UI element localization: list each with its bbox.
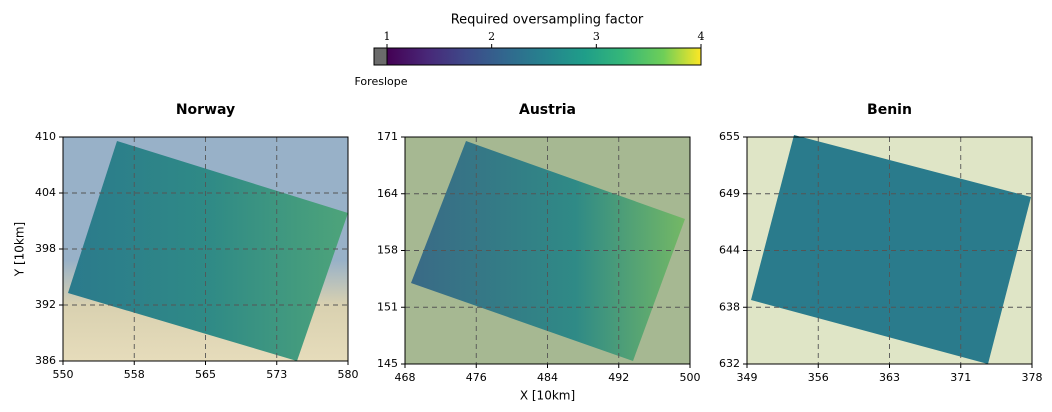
x-axis-label: X [10km] [520, 389, 575, 403]
y-tick-label: 151 [377, 300, 398, 313]
x-tick-label: 573 [266, 368, 287, 381]
x-tick-label: 500 [680, 371, 701, 384]
colorbar-tick-label: 4 [698, 30, 705, 43]
y-tick-label: 171 [377, 130, 398, 143]
y-tick-label: 632 [719, 357, 740, 370]
x-tick-label: 476 [466, 371, 487, 384]
x-tick-label: 468 [395, 371, 416, 384]
y-tick-label: 392 [35, 298, 56, 311]
y-tick-label: 644 [719, 244, 740, 257]
x-tick-label: 378 [1022, 371, 1043, 384]
y-tick-label: 145 [377, 357, 398, 370]
x-tick-label: 363 [879, 371, 900, 384]
x-tick-label: 356 [808, 371, 829, 384]
y-tick-label: 404 [35, 186, 56, 199]
colorbar-tick-label: 3 [593, 30, 600, 43]
foreslope-swatch [374, 48, 387, 65]
x-tick-label: 580 [338, 368, 359, 381]
colorbar-tick-label: 1 [384, 30, 391, 43]
panel-title: Norway [176, 102, 235, 118]
x-tick-label: 558 [124, 368, 145, 381]
y-tick-label: 158 [377, 244, 398, 257]
y-tick-label: 649 [719, 187, 740, 200]
y-tick-label: 410 [35, 130, 56, 143]
y-tick-label: 386 [35, 354, 56, 367]
x-tick-label: 349 [737, 371, 758, 384]
colorbar-label: Required oversampling factor [451, 13, 644, 28]
colorbar-tick-label: 2 [488, 30, 495, 43]
y-tick-label: 655 [719, 130, 740, 143]
x-tick-label: 565 [195, 368, 216, 381]
x-tick-label: 371 [950, 371, 971, 384]
colorbar [387, 48, 701, 65]
panel-title: Austria [519, 102, 576, 118]
x-tick-label: 492 [608, 371, 629, 384]
y-tick-label: 398 [35, 242, 56, 255]
panel-title: Benin [867, 102, 912, 118]
y-axis-label: Y [10km] [13, 222, 27, 277]
x-tick-label: 484 [537, 371, 558, 384]
foreslope-label: Foreslope [355, 75, 408, 88]
y-tick-label: 638 [719, 300, 740, 313]
x-tick-label: 550 [53, 368, 74, 381]
figure: Required oversampling factor Foreslope 1… [0, 0, 1052, 408]
y-tick-label: 164 [377, 187, 398, 200]
